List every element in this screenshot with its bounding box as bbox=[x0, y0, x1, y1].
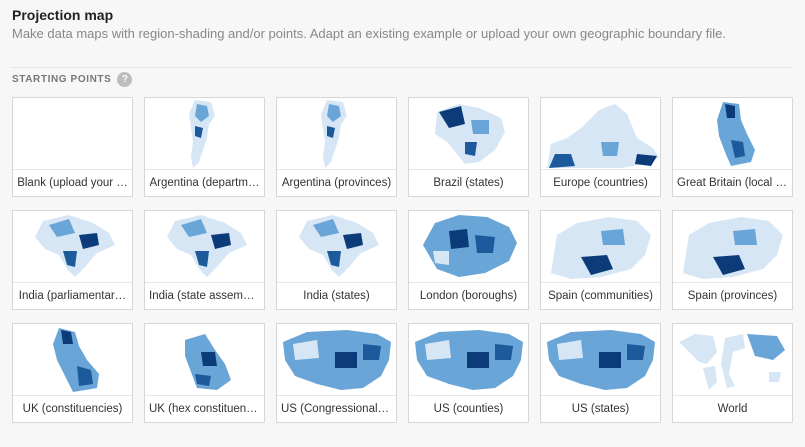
india-map-icon bbox=[277, 211, 396, 282]
blank-map-icon bbox=[13, 98, 132, 169]
brazil-map-icon bbox=[409, 98, 528, 169]
template-card[interactable]: London (boroughs) bbox=[408, 210, 529, 310]
template-card[interactable]: Spain (communities) bbox=[540, 210, 661, 310]
help-icon[interactable]: ? bbox=[117, 71, 133, 87]
template-card-label: US (states) bbox=[541, 395, 660, 422]
template-card[interactable]: India (parliamentar… bbox=[12, 210, 133, 310]
template-card-label: India (state assembl… bbox=[145, 282, 264, 309]
template-card-label: Blank (upload your … bbox=[13, 169, 132, 196]
page-title: Projection map bbox=[12, 7, 114, 23]
great-britain-map-icon bbox=[673, 98, 792, 169]
template-card-label: London (boroughs) bbox=[409, 282, 528, 309]
template-card[interactable]: Argentina (departm… bbox=[144, 97, 265, 197]
us-map-icon bbox=[277, 324, 396, 395]
spain-map-icon bbox=[673, 211, 792, 282]
template-card[interactable]: Spain (provinces) bbox=[672, 210, 793, 310]
india-map-icon bbox=[145, 211, 264, 282]
page-subtitle: Make data maps with region-shading and/o… bbox=[12, 26, 726, 41]
divider bbox=[12, 67, 793, 68]
section-label: STARTING POINTS bbox=[12, 73, 112, 85]
template-card-label: Spain (communities) bbox=[541, 282, 660, 309]
template-card-label: World bbox=[673, 395, 792, 422]
template-card[interactable]: US (states) bbox=[540, 323, 661, 423]
india-map-icon bbox=[13, 211, 132, 282]
template-card-label: US (counties) bbox=[409, 395, 528, 422]
uk-map-icon bbox=[13, 324, 132, 395]
template-card-label: UK (hex constituenc… bbox=[145, 395, 264, 422]
template-card-label: Europe (countries) bbox=[541, 169, 660, 196]
template-card-label: Great Britain (local a… bbox=[673, 169, 792, 196]
template-card-label: Spain (provinces) bbox=[673, 282, 792, 309]
template-card[interactable]: US (Congressional d… bbox=[276, 323, 397, 423]
uk-hex-map-icon bbox=[145, 324, 264, 395]
world-map-icon bbox=[673, 324, 792, 395]
template-card-label: India (parliamentar… bbox=[13, 282, 132, 309]
template-card-label: Brazil (states) bbox=[409, 169, 528, 196]
template-card[interactable]: Europe (countries) bbox=[540, 97, 661, 197]
us-map-icon bbox=[409, 324, 528, 395]
london-map-icon bbox=[409, 211, 528, 282]
template-card[interactable]: Brazil (states) bbox=[408, 97, 529, 197]
template-card[interactable]: India (state assembl… bbox=[144, 210, 265, 310]
template-card[interactable]: Argentina (provinces) bbox=[276, 97, 397, 197]
spain-map-icon bbox=[541, 211, 660, 282]
template-card[interactable]: Great Britain (local a… bbox=[672, 97, 793, 197]
template-card-label: UK (constituencies) bbox=[13, 395, 132, 422]
template-card[interactable]: US (counties) bbox=[408, 323, 529, 423]
template-card[interactable]: World bbox=[672, 323, 793, 423]
template-card[interactable]: UK (hex constituenc… bbox=[144, 323, 265, 423]
page-header: Projection map Make data maps with regio… bbox=[12, 6, 793, 43]
template-card-label: Argentina (departm… bbox=[145, 169, 264, 196]
template-card[interactable]: UK (constituencies) bbox=[12, 323, 133, 423]
argentina-map-icon bbox=[277, 98, 396, 169]
section-header: STARTING POINTS ? bbox=[12, 71, 133, 87]
template-card-label: US (Congressional d… bbox=[277, 395, 396, 422]
template-card-label: India (states) bbox=[277, 282, 396, 309]
template-card-label: Argentina (provinces) bbox=[277, 169, 396, 196]
argentina-map-icon bbox=[145, 98, 264, 169]
us-map-icon bbox=[541, 324, 660, 395]
template-card[interactable]: India (states) bbox=[276, 210, 397, 310]
europe-map-icon bbox=[541, 98, 660, 169]
template-card[interactable]: Blank (upload your … bbox=[12, 97, 133, 197]
